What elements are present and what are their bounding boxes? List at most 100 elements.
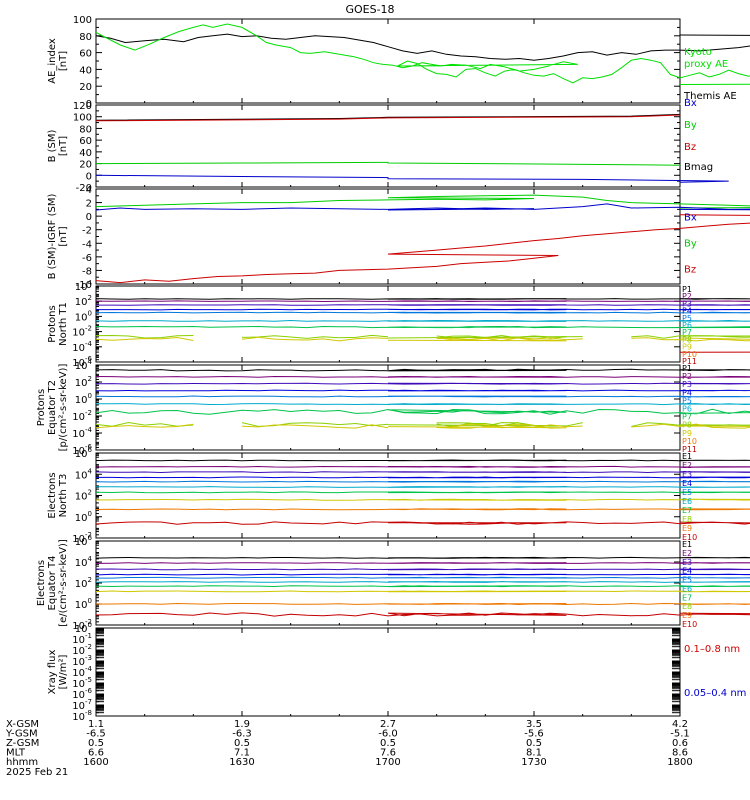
series-line-By	[95, 194, 750, 209]
series-line-P4	[96, 308, 750, 311]
panel-frame-ae	[95, 18, 681, 104]
series-line-E7	[95, 585, 750, 588]
legend-label: E9	[682, 611, 692, 620]
y-tick-label: 102	[75, 489, 92, 503]
y-tick-label: 0	[86, 171, 92, 182]
panel-frame-xray	[95, 627, 681, 717]
panel-ylabel: AE_index	[47, 38, 58, 84]
y-tick-label: 10-2	[72, 325, 92, 339]
series-line-P2	[95, 375, 750, 378]
legend-label: E8	[682, 602, 692, 611]
legend-label: P6	[682, 405, 692, 414]
panel-frame-electrons_t3	[95, 452, 681, 539]
y-tick-label: 100	[73, 113, 92, 124]
series-line-P6	[95, 319, 750, 322]
series-line-E6	[96, 486, 750, 488]
y-tick-label: 100	[75, 510, 92, 524]
series-line-E6	[95, 580, 750, 583]
series-line-E3	[95, 471, 750, 474]
y-tick-label: 0	[86, 212, 92, 223]
legend-label: P4	[682, 307, 692, 316]
panel-ylabel: [nT]	[58, 226, 69, 246]
legend-label: E7	[682, 506, 692, 515]
series-line-E3	[95, 568, 750, 571]
legend-label: E6	[682, 497, 692, 506]
y-tick-label: 104	[75, 555, 93, 569]
series-line-P7	[95, 408, 750, 415]
panel-ylabel: Xray flux	[47, 650, 58, 695]
series-line-P9	[436, 423, 583, 429]
axis-row-value: -6.3	[232, 729, 252, 740]
axis-row-value: 7.6	[380, 748, 396, 759]
panel-ylabel: Equator T4	[47, 556, 58, 611]
series-line-By	[95, 161, 681, 166]
legend-label: P9	[682, 429, 692, 438]
legend-label: P6	[682, 321, 692, 330]
series-line-Bx	[95, 203, 750, 211]
legend-label: P3	[682, 299, 692, 308]
panel-ylabel: Protons	[36, 389, 47, 426]
series-line-E9	[95, 508, 750, 511]
y-tick-label: 106	[75, 534, 93, 548]
legend-label: E8	[682, 515, 692, 524]
y-tick-label: 40	[79, 65, 92, 76]
panel-ylabel: [p/(cm²-s-sr-keV)]	[58, 364, 69, 452]
y-tick-label: 102	[75, 576, 92, 590]
series-line-P8	[436, 335, 583, 339]
series-line-P3	[96, 304, 750, 306]
axis-row-value: 8.1	[526, 748, 542, 759]
legend-label: E2	[682, 549, 692, 558]
series-line-E9	[95, 602, 750, 606]
legend-label: By	[684, 239, 697, 250]
legend-label: E5	[682, 488, 692, 497]
legend-label: E5	[682, 576, 692, 585]
y-tick-label: 60	[79, 136, 92, 147]
axis-row-value: 1600	[83, 757, 108, 768]
series-line-E7	[95, 491, 750, 494]
y-tick-label: -2	[82, 226, 92, 237]
panel-ylabel: B (SM)	[47, 129, 58, 162]
axis-row-value: 6.6	[88, 748, 104, 759]
legend-label: E3	[682, 470, 692, 479]
series-line-P1	[95, 298, 750, 300]
panel-ylabel: [nT]	[58, 136, 69, 156]
axis-row-value: -6.5	[86, 729, 106, 740]
legend-label: P10	[682, 437, 697, 446]
y-tick-label: 20	[79, 82, 92, 93]
legend-label: By	[684, 120, 697, 131]
series-line-P9	[436, 337, 583, 342]
panel-ylabel: [nT]	[58, 51, 69, 71]
y-tick-label: 20	[79, 160, 92, 171]
series-line-Themis AE	[95, 33, 750, 61]
series-line-E8	[95, 590, 750, 593]
axis-row-value: -5.1	[670, 729, 690, 740]
axis-row-label: X-GSM	[6, 719, 39, 730]
axis-row-value: -5.6	[524, 729, 544, 740]
series-line-E8	[95, 498, 750, 501]
legend-label: P1	[682, 285, 692, 294]
legend-label: E3	[682, 558, 692, 567]
series-line-Bz	[95, 114, 681, 122]
series-line-E4	[95, 573, 750, 576]
panel-ylabel: B (SM)-IGRF (SM)	[47, 194, 58, 280]
series-line-P6	[96, 403, 750, 406]
series-line-E1	[95, 556, 750, 559]
series-line-Kyoto proxy AE	[95, 23, 750, 85]
y-tick-label: 100	[75, 392, 92, 406]
series-line-P7	[95, 325, 750, 329]
series-line-P8	[241, 334, 389, 339]
legend-label: P1	[682, 364, 692, 373]
legend-label: P7	[682, 413, 692, 422]
series-line-P9	[387, 337, 567, 342]
panel-ylabel: Electrons	[36, 560, 47, 606]
axis-row-value: 0.5	[526, 738, 542, 749]
axis-row-label: MLT	[6, 748, 26, 759]
y-tick-label: 2	[86, 199, 92, 210]
y-tick-label: 106	[75, 446, 93, 460]
panel-frame-bigrf	[95, 188, 681, 285]
series-line-E5	[96, 576, 750, 579]
axis-row-value: 1700	[375, 757, 400, 768]
axis-row-value: 3.5	[526, 719, 542, 730]
axis-row-label: Y-GSM	[5, 729, 38, 740]
